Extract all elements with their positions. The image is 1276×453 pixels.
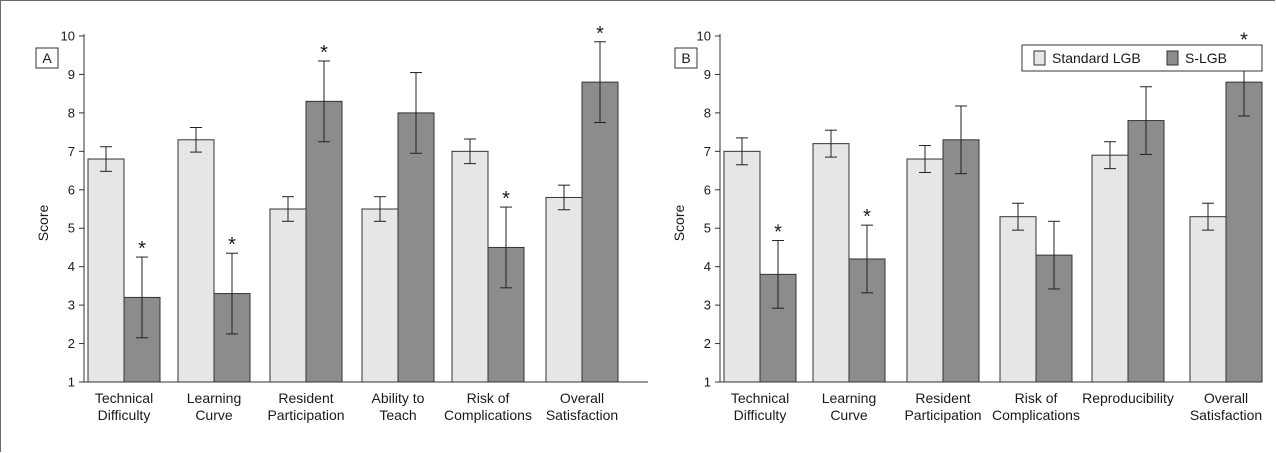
x-category-label: Participation [904, 407, 981, 423]
y-tick-label: 7 [68, 144, 75, 159]
y-tick-label: 4 [704, 259, 711, 274]
x-category-label: Overall [560, 390, 604, 406]
bar-standard-lgb [1091, 154, 1129, 383]
bar-s-lgb [397, 112, 435, 383]
bar-standard-lgb [723, 150, 761, 383]
y-tick-label: 10 [61, 29, 75, 44]
panel-a: A 1 2 3 4 5 6 7 8 9 10 Score * * * * * TechnicalDifficult… [35, 23, 648, 423]
bar-standard-lgb [812, 143, 850, 383]
legend-box [1021, 44, 1263, 72]
bar-s-lgb [1225, 81, 1263, 383]
y-tick-label: 1 [68, 375, 75, 390]
y-tick-label: 6 [68, 182, 75, 197]
bar-standard-lgb [87, 158, 125, 383]
bar-standard-lgb [269, 208, 307, 383]
x-category-label: Risk of [467, 390, 510, 406]
bar-s-lgb [942, 139, 980, 383]
x-category-label: Resident [915, 390, 970, 406]
bar-standard-lgb [545, 196, 583, 383]
x-category-label: Participation [267, 407, 344, 423]
x-category-label: Learning [187, 390, 242, 406]
significance-marker: * [320, 42, 328, 64]
legend-label: S-LGB [1185, 50, 1227, 66]
x-category-label: Complications [992, 407, 1080, 423]
significance-marker: * [502, 188, 510, 210]
y-tick-label: 4 [68, 259, 75, 274]
x-category-label: Difficulty [734, 407, 787, 423]
bar-standard-lgb [177, 139, 215, 383]
y-tick-label: 8 [704, 105, 711, 120]
y-tick-label: 10 [697, 29, 711, 44]
y-tick-label: 7 [704, 144, 711, 159]
x-category-label: Overall [1204, 390, 1248, 406]
bar-standard-lgb [906, 158, 944, 383]
bar-s-lgb [305, 100, 343, 383]
y-tick-label: 2 [68, 336, 75, 351]
y-tick-label: 6 [704, 182, 711, 197]
panel-label-box [35, 47, 59, 69]
y-tick-label: 9 [68, 67, 75, 82]
bar-s-lgb [1127, 120, 1165, 383]
legend: Standard LGB S-LGB [1021, 44, 1263, 72]
x-category-label: Ability to [372, 390, 425, 406]
y-tick-label: 1 [704, 375, 711, 390]
x-category-label: Reproducibility [1082, 390, 1174, 406]
bar-standard-lgb [451, 150, 489, 383]
legend-label: Standard LGB [1052, 50, 1141, 66]
significance-marker: * [228, 234, 236, 256]
bar-s-lgb [581, 81, 619, 383]
panel-label-box [674, 47, 698, 69]
x-category-label: Risk of [1015, 390, 1058, 406]
significance-marker: * [863, 206, 871, 228]
legend-swatch [1033, 50, 1046, 66]
x-category-label: Technical [731, 390, 789, 406]
x-category-label: Difficulty [98, 407, 151, 423]
bar-standard-lgb [1189, 216, 1227, 383]
x-category-label: Satisfaction [1190, 407, 1262, 423]
legend-swatch [1166, 50, 1179, 66]
y-tick-label: 9 [704, 67, 711, 82]
y-tick-label: 5 [704, 221, 711, 236]
significance-marker: * [596, 23, 604, 45]
x-category-label: Complications [444, 407, 532, 423]
x-category-label: Technical [95, 390, 153, 406]
panel-label: B [681, 50, 690, 66]
significance-marker: * [1240, 29, 1248, 51]
x-category-label: Learning [822, 390, 877, 406]
y-tick-label: 3 [68, 298, 75, 313]
x-category-label: Curve [830, 407, 868, 423]
significance-marker: * [138, 238, 146, 260]
y-tick-label: 3 [704, 298, 711, 313]
x-category-label: Resident [278, 390, 333, 406]
y-tick-label: 5 [68, 221, 75, 236]
y-tick-label: 8 [68, 105, 75, 120]
significance-marker: * [774, 222, 782, 244]
bar-standard-lgb [361, 208, 399, 383]
x-category-label: Curve [195, 407, 233, 423]
x-category-label: Teach [379, 407, 416, 423]
x-category-label: Satisfaction [546, 407, 618, 423]
bar-standard-lgb [999, 216, 1037, 383]
panel-label: A [42, 50, 52, 66]
y-axis-title: Score [35, 205, 51, 242]
y-axis-title: Score [671, 205, 687, 242]
y-tick-label: 2 [704, 336, 711, 351]
